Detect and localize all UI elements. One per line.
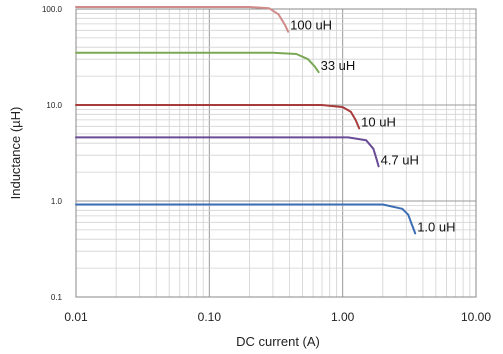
series-label: 1.0 uH xyxy=(417,219,455,234)
series-label: 100 uH xyxy=(290,18,332,33)
x-tick-label: 1.00 xyxy=(331,310,355,324)
y-tick-label: 1.0 xyxy=(51,197,63,206)
series-line xyxy=(75,6,290,33)
series-line xyxy=(75,203,417,235)
x-tick-labels: 0.01 0.10 1.00 10.00 xyxy=(64,310,491,324)
x-axis-title: DC current (A) xyxy=(236,334,320,349)
y-tick-labels: 0.1 1.0 10.0 100.0 xyxy=(42,5,63,302)
series-labels: 100 uH 33 uH 10 uH 4.7 uH 1.0 uH xyxy=(290,18,455,235)
grid xyxy=(75,8,477,298)
series-label: 10 uH xyxy=(361,114,396,129)
x-tick-label: 0.10 xyxy=(198,310,222,324)
series-label: 4.7 uH xyxy=(381,152,419,167)
series-label: 33 uH xyxy=(321,58,356,73)
series-line xyxy=(75,51,320,74)
x-tick-label: 0.01 xyxy=(64,310,88,324)
y-tick-label: 0.1 xyxy=(51,293,63,302)
series-line xyxy=(75,104,361,130)
y-axis-title: Inductance (µH) xyxy=(8,107,23,200)
y-tick-label: 100.0 xyxy=(42,5,63,14)
series-line xyxy=(75,136,380,168)
series-lines xyxy=(75,6,417,235)
plot-border xyxy=(75,8,477,298)
x-tick-label: 10.00 xyxy=(461,310,491,324)
y-tick-label: 10.0 xyxy=(46,101,62,110)
